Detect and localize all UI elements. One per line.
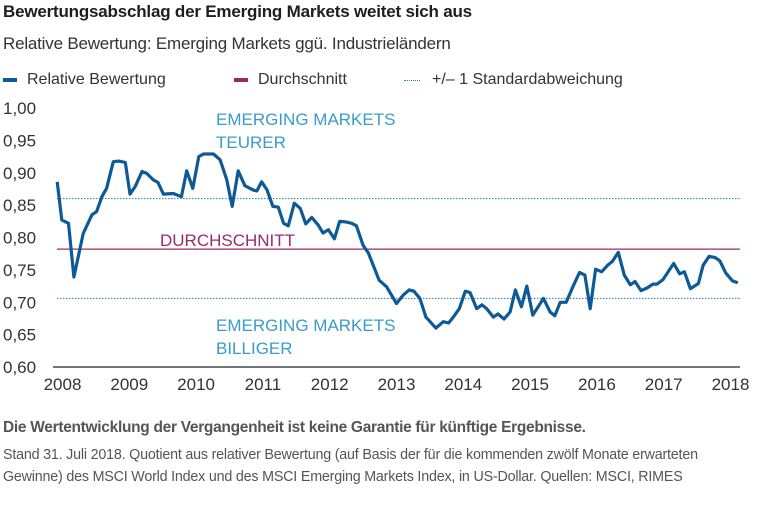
- y-tick-label: 0,90: [3, 164, 36, 183]
- annotation-teurer-line1: EMERGING MARKETS: [216, 110, 395, 129]
- x-tick-label: 2012: [311, 375, 349, 394]
- legend-swatch-blue-line: [3, 78, 17, 82]
- chart-subtitle: Relative Bewertung: Emerging Markets ggü…: [3, 34, 451, 53]
- legend-label: Durchschnitt: [258, 71, 347, 88]
- line-chart: 1,00 0,95 0,90 0,85 0,80 0,75 0,70 0,65 0,60 200…: [3, 99, 750, 394]
- y-axis: 1,00 0,95 0,90 0,85 0,80 0,75 0,70 0,65 0,60: [3, 99, 36, 377]
- x-axis: 2008 2009 2010 2011 2012 2013 2014 2015 2016 2017…: [44, 375, 750, 394]
- reference-lines: [57, 198, 740, 299]
- x-tick-label: 2008: [44, 375, 82, 394]
- y-tick-label: 0,70: [3, 293, 36, 312]
- x-tick-label: 2011: [245, 375, 282, 394]
- legend-item-standardabweichung: +/– 1 Standardabweichung: [404, 71, 623, 89]
- x-tick-label: 2018: [712, 375, 750, 394]
- legend-swatch-pink-line: [234, 78, 248, 82]
- x-tick-label: 2009: [110, 375, 148, 394]
- annotation-billiger-line1: EMERGING MARKETS: [216, 316, 395, 335]
- annotation-billiger-line2: BILLIGER: [216, 339, 293, 358]
- source-note: Stand 31. Juli 2018. Quotient aus relati…: [3, 447, 698, 485]
- x-tick-label: 2014: [444, 375, 482, 394]
- x-tick-label: 2015: [511, 375, 549, 394]
- x-tick-label: 2010: [177, 375, 215, 394]
- y-tick-label: 0,65: [3, 326, 36, 345]
- legend-label: +/– 1 Standardabweichung: [432, 71, 623, 88]
- legend-item-relative-bewertung: Relative Bewertung: [3, 71, 166, 89]
- annotation-teurer-line2: TEURER: [216, 133, 286, 152]
- y-tick-label: 0,95: [3, 131, 36, 150]
- series-line-relative-bewertung: [55, 152, 739, 330]
- y-tick-label: 0,85: [3, 196, 36, 215]
- annotation-durchschnitt: DURCHSCHNITT: [160, 231, 295, 250]
- performance-disclaimer: Die Wertentwicklung der Vergangenheit is…: [3, 419, 586, 436]
- x-tick-label: 2017: [645, 375, 683, 394]
- y-tick-label: 1,00: [3, 99, 36, 118]
- legend-item-durchschnitt: Durchschnitt: [234, 71, 347, 89]
- legend-label: Relative Bewertung: [27, 71, 166, 88]
- legend-swatch-dotted-line: [404, 79, 420, 81]
- chart-title: Bewertungsabschlag der Emerging Markets …: [3, 2, 472, 21]
- y-tick-label: 0,75: [3, 261, 36, 280]
- y-tick-label: 0,60: [3, 358, 36, 377]
- x-tick-label: 2013: [378, 375, 416, 394]
- y-tick-label: 0,80: [3, 229, 36, 248]
- x-tick-label: 2016: [578, 375, 616, 394]
